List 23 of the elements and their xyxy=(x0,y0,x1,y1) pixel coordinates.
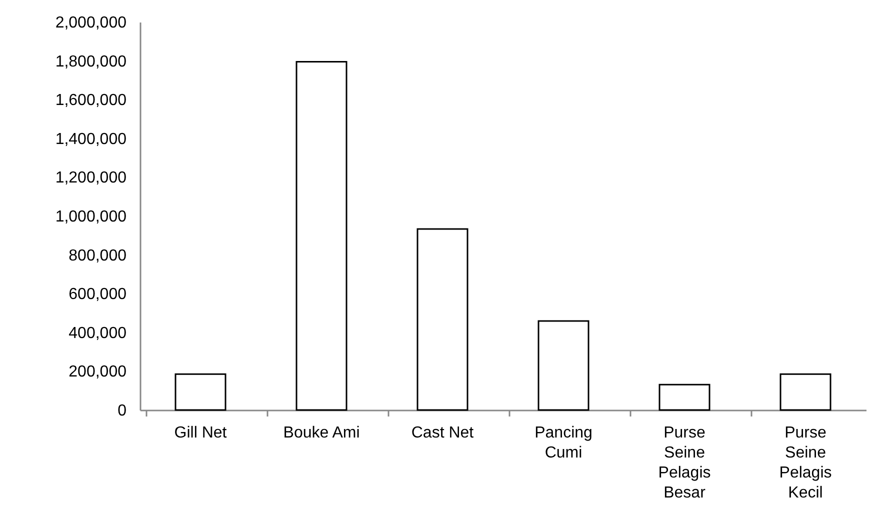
bar xyxy=(174,373,226,411)
y-tick-label: 1,000,000 xyxy=(55,208,127,226)
bar xyxy=(296,61,348,411)
y-tick-label: 1,200,000 xyxy=(55,170,127,187)
x-tick-label: Bouke Ami xyxy=(283,424,360,442)
y-tick-label: 200,000 xyxy=(68,364,127,381)
x-tick-label: Gill Net xyxy=(174,424,228,442)
y-tick-label: 800,000 xyxy=(68,247,127,264)
y-tick-label: 2,000,000 xyxy=(55,14,127,32)
y-tick-label: 400,000 xyxy=(68,324,127,342)
x-tick-label: Purse Seine Pelagis Kecil xyxy=(779,424,832,502)
bar xyxy=(658,384,710,411)
x-tick-label: Pancing Cumi xyxy=(534,424,592,462)
bar xyxy=(538,320,590,411)
y-tick-label: 600,000 xyxy=(68,286,127,304)
x-tick-label: Cast Net xyxy=(411,424,474,442)
x-tick-label: Purse Seine Pelagis Besar xyxy=(658,424,711,502)
bar xyxy=(416,228,468,411)
y-tick-label: 1,400,000 xyxy=(55,130,127,148)
bar xyxy=(780,373,832,411)
y-tick-label: 1,800,000 xyxy=(55,53,127,70)
y-tick-label: 1,600,000 xyxy=(55,92,127,110)
y-tick-label: 0 xyxy=(118,402,127,420)
